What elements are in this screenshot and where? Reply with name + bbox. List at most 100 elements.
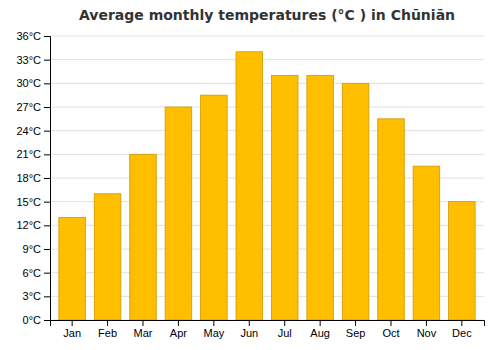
- tick-label: Jun: [240, 327, 258, 339]
- grid-line: [50, 59, 484, 60]
- tick-label: May: [203, 327, 224, 339]
- tick-label: 30°C: [16, 77, 41, 89]
- tick-label: Dec: [452, 327, 472, 339]
- tick-mark: [355, 320, 356, 326]
- tick: 21°C: [16, 148, 50, 160]
- tick-label: 33°C: [16, 54, 41, 66]
- grid-line: [50, 36, 484, 37]
- tick-mark: [44, 296, 50, 297]
- x-axis: Jan Feb Mar Apr May Jun Jul Aug Sep Oct Nov Dec: [51, 320, 485, 339]
- tick-mark: [44, 107, 50, 108]
- bar: [307, 75, 334, 320]
- tick: Apr: [170, 320, 187, 339]
- tick: Nov: [417, 320, 437, 339]
- tick-label: 36°C: [16, 30, 41, 42]
- tick-mark: [44, 320, 50, 321]
- bar: [378, 119, 405, 320]
- tick-mark: [213, 320, 214, 326]
- tick-label: 0°C: [23, 314, 42, 326]
- bar: [59, 217, 86, 320]
- tick-label: Oct: [382, 327, 399, 339]
- tick-mark: [72, 320, 73, 326]
- bar: [236, 52, 263, 320]
- tick: 30°C: [16, 77, 50, 89]
- tick: Feb: [98, 320, 117, 339]
- tick-mark: [249, 320, 250, 326]
- tick-label: 9°C: [23, 243, 42, 255]
- tick-label: 12°C: [16, 219, 41, 231]
- bar: [165, 107, 192, 320]
- tick: 9°C: [23, 243, 50, 255]
- tick-label: 21°C: [16, 148, 41, 160]
- tick-mark: [44, 36, 50, 37]
- tick-mark: [44, 202, 50, 203]
- tick-mark: [284, 320, 285, 326]
- tick: 36°C: [16, 30, 50, 42]
- grid-line: [50, 154, 484, 155]
- tick: Oct: [382, 320, 399, 339]
- tick-label: 6°C: [23, 267, 42, 279]
- tick-mark: [44, 225, 50, 226]
- tick-label: Nov: [417, 327, 437, 339]
- tick: 24°C: [16, 125, 50, 137]
- tick: Jun: [240, 320, 258, 339]
- grid: [50, 36, 484, 320]
- tick: 15°C: [16, 196, 50, 208]
- tick: May: [203, 320, 224, 339]
- grid-line: [50, 130, 484, 131]
- tick-label: Jan: [63, 327, 81, 339]
- tick-mark: [44, 60, 50, 61]
- bars: [59, 52, 475, 320]
- tick-label: Sep: [346, 327, 366, 339]
- plot: 0°C 3°C 6°C 9°C 12°C 15°C 18°C 21°C 24°C 27°C 30°C…: [16, 30, 484, 339]
- tick-mark: [44, 83, 50, 84]
- bar: [413, 166, 440, 320]
- axis-line: [51, 321, 485, 327]
- tick-label: 18°C: [16, 172, 41, 184]
- tick-mark: [143, 320, 144, 326]
- tick: Sep: [346, 320, 366, 339]
- tick-label: Aug: [310, 327, 330, 339]
- tick-mark: [391, 320, 392, 326]
- tick-mark: [44, 131, 50, 132]
- tick-mark: [320, 320, 321, 326]
- tick-mark: [44, 178, 50, 179]
- tick-label: Mar: [134, 327, 153, 339]
- tick: 27°C: [16, 101, 50, 113]
- tick-label: Jul: [278, 327, 292, 339]
- tick-mark: [461, 320, 462, 326]
- bar: [271, 75, 298, 320]
- tick: 12°C: [16, 219, 50, 231]
- tick: Mar: [134, 320, 153, 339]
- tick-mark: [44, 154, 50, 155]
- tick-mark: [178, 320, 179, 326]
- bar: [94, 194, 121, 320]
- axis-line: [44, 37, 51, 321]
- tick: Dec: [452, 320, 472, 339]
- tick-label: 24°C: [16, 125, 41, 137]
- tick: 0°C: [23, 314, 50, 326]
- tick: 6°C: [23, 267, 50, 279]
- tick-mark: [426, 320, 427, 326]
- tick-label: 15°C: [16, 196, 41, 208]
- tick: Aug: [310, 320, 330, 339]
- tick-label: Feb: [98, 327, 117, 339]
- tick-label: 27°C: [16, 101, 41, 113]
- chart: Average monthly temperatures (°C ) in Ch…: [0, 0, 500, 350]
- title: Average monthly temperatures (°C ) in Ch…: [79, 7, 455, 23]
- tick-label: Apr: [170, 327, 187, 339]
- tick-mark: [107, 320, 108, 326]
- y-axis: 0°C 3°C 6°C 9°C 12°C 15°C 18°C 21°C 24°C 27°C 30°C…: [16, 30, 50, 326]
- tick-label: 3°C: [23, 290, 42, 302]
- bar: [342, 83, 369, 320]
- tick-mark: [44, 273, 50, 274]
- tick-mark: [44, 249, 50, 250]
- bar: [449, 202, 476, 320]
- grid-line: [50, 107, 484, 108]
- grid-line: [50, 83, 484, 84]
- tick: 18°C: [16, 172, 50, 184]
- tick: Jul: [278, 320, 292, 339]
- tick: Jan: [63, 320, 81, 339]
- tick: 3°C: [23, 290, 50, 302]
- bar: [130, 154, 157, 320]
